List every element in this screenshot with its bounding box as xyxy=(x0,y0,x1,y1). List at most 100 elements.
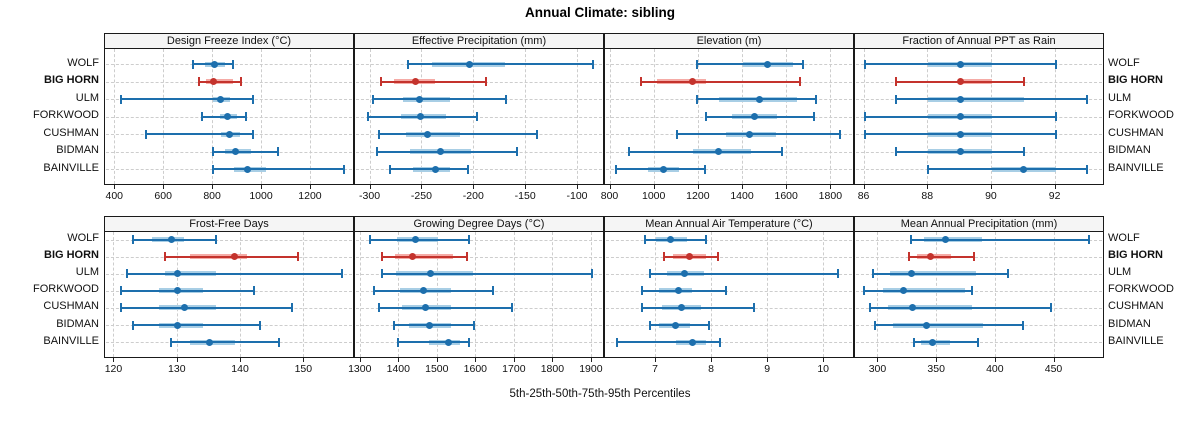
median-dot xyxy=(427,270,434,278)
gridline-vertical xyxy=(436,232,438,357)
gridline-vertical xyxy=(309,49,311,184)
range-line-5th-95th xyxy=(911,238,1089,241)
panel-header-effective-precipitation-mm: Effective Precipitation (mm) xyxy=(354,33,604,49)
range-line-5th-95th xyxy=(641,80,801,83)
whisker-cap xyxy=(467,164,470,174)
whisker-cap xyxy=(252,94,255,104)
x-axis-tick xyxy=(990,185,992,189)
x-axis-tick-label: 86 xyxy=(857,190,870,202)
whisker-cap xyxy=(341,269,344,279)
x-axis-tick xyxy=(398,358,400,362)
whisker-cap xyxy=(466,252,469,262)
x-axis-tick xyxy=(212,185,214,189)
x-axis-tick xyxy=(473,185,475,189)
range-line-5th-95th xyxy=(376,150,517,153)
row-guideline xyxy=(356,169,602,171)
median-dot xyxy=(956,113,964,121)
row-label-right-ulm: ULM xyxy=(1108,91,1132,104)
whisker-cap xyxy=(873,320,876,330)
row-guideline xyxy=(356,342,602,344)
whisker-cap xyxy=(468,337,471,347)
gridline-vertical xyxy=(261,49,263,184)
x-axis-tick-label: 1600 xyxy=(774,190,798,202)
whisker-cap xyxy=(245,112,248,122)
x-axis-tick xyxy=(609,185,611,189)
range-line-5th-95th xyxy=(644,238,707,241)
whisker-cap xyxy=(377,303,380,313)
median-dot xyxy=(956,148,964,156)
median-dot xyxy=(174,287,182,295)
x-axis-tick xyxy=(1054,185,1056,189)
range-line-5th-95th xyxy=(127,272,343,275)
median-dot xyxy=(424,130,432,138)
gridline-vertical xyxy=(577,49,579,184)
gridline-vertical xyxy=(830,49,832,184)
x-axis-tick-label: 1600 xyxy=(463,363,487,375)
whisker-cap xyxy=(505,94,508,104)
row-label-right-wolf: WOLF xyxy=(1108,56,1140,69)
whisker-cap xyxy=(381,252,384,262)
x-axis-tick xyxy=(697,185,699,189)
gridline-vertical xyxy=(590,232,592,357)
whisker-cap xyxy=(367,112,370,122)
whisker-cap xyxy=(342,164,345,174)
whisker-cap xyxy=(705,235,708,244)
x-axis-tick-label: -150 xyxy=(514,190,536,202)
whisker-cap xyxy=(535,129,538,139)
median-dot xyxy=(174,321,182,329)
whisker-cap xyxy=(1006,269,1009,279)
whisker-cap xyxy=(1054,59,1057,69)
x-axis-tick-label: 800 xyxy=(203,190,221,202)
range-line-5th-95th xyxy=(908,255,974,258)
range-line-5th-95th xyxy=(382,272,592,275)
gridline-vertical xyxy=(475,232,477,357)
range-line-5th-95th xyxy=(398,341,470,344)
x-axis-tick xyxy=(590,358,592,362)
median-dot xyxy=(444,338,452,346)
range-line-5th-95th xyxy=(616,341,721,344)
range-line-5th-95th xyxy=(870,306,1051,309)
row-label-left-bidman: BIDMAN xyxy=(56,317,99,330)
whisker-cap xyxy=(814,94,817,104)
chart-title: Annual Climate: sibling xyxy=(524,5,675,20)
whisker-cap xyxy=(863,59,866,69)
whisker-cap xyxy=(468,235,471,244)
whisker-cap xyxy=(640,303,643,313)
whisker-cap xyxy=(511,303,514,313)
range-line-5th-95th xyxy=(133,324,261,326)
median-dot xyxy=(436,148,444,156)
whisker-cap xyxy=(615,337,618,347)
row-guideline xyxy=(606,325,852,326)
whisker-cap xyxy=(895,147,898,157)
x-axis-tick xyxy=(261,185,263,189)
row-label-right-big-horn: BIG HORN xyxy=(1108,249,1163,262)
median-dot xyxy=(928,338,936,346)
range-line-5th-95th xyxy=(213,150,278,153)
median-dot xyxy=(688,338,696,346)
median-dot xyxy=(231,253,239,261)
range-line-5th-95th xyxy=(199,80,242,83)
row-label-left-wolf: WOLF xyxy=(67,232,99,244)
median-dot xyxy=(941,236,949,243)
panel-plot-mean-annual-precipitation-mm xyxy=(854,231,1104,358)
median-dot xyxy=(225,130,233,138)
x-axis-tick-label: 600 xyxy=(154,190,172,202)
median-dot xyxy=(956,95,964,103)
panel-header-mean-annual-precipitation-mm: Mean Annual Precipitation (mm) xyxy=(854,216,1104,232)
whisker-cap xyxy=(252,129,255,139)
range-line-5th-95th xyxy=(380,80,486,83)
x-axis-tick-label: 400 xyxy=(105,190,124,202)
median-dot xyxy=(686,253,694,261)
gridline-vertical xyxy=(525,49,527,184)
x-axis-tick xyxy=(927,185,929,189)
whisker-cap xyxy=(515,147,518,157)
median-dot xyxy=(411,236,419,243)
gridline-vertical xyxy=(163,49,165,184)
median-dot xyxy=(956,60,964,68)
x-axis-tick-label: -100 xyxy=(566,190,588,202)
x-axis-tick xyxy=(711,358,713,362)
x-axis-tick-label: 800 xyxy=(600,190,619,202)
whisker-cap xyxy=(278,337,281,347)
whisker-cap xyxy=(126,269,129,279)
x-axis-tick-label: 450 xyxy=(1044,363,1063,375)
